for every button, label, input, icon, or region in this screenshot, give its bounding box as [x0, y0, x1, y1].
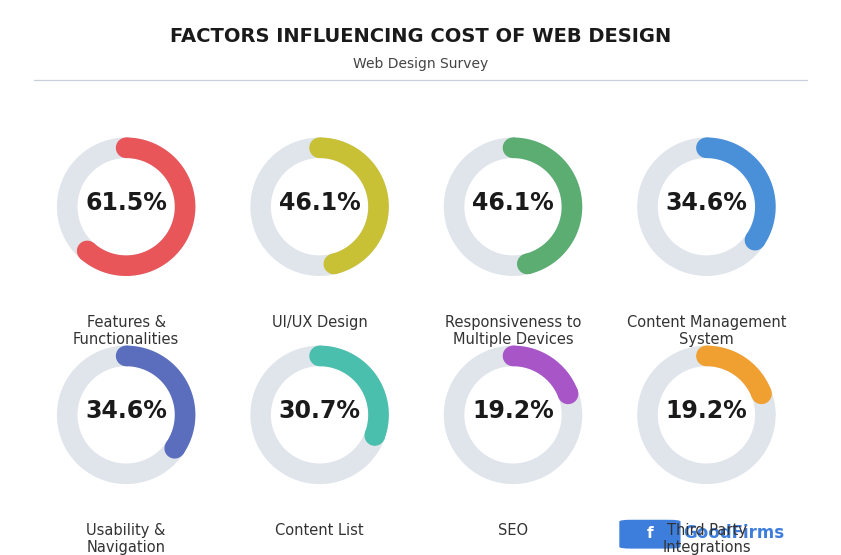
Text: GoodFirms: GoodFirms	[683, 524, 784, 542]
Text: Content List: Content List	[275, 523, 364, 538]
Polygon shape	[310, 346, 329, 366]
Polygon shape	[365, 426, 384, 445]
Text: 46.1%: 46.1%	[278, 191, 361, 215]
Polygon shape	[251, 138, 388, 275]
Polygon shape	[504, 346, 522, 366]
Polygon shape	[320, 346, 388, 439]
Text: 34.6%: 34.6%	[665, 191, 748, 215]
Text: 61.5%: 61.5%	[85, 191, 167, 215]
Text: SEO: SEO	[498, 523, 528, 538]
Polygon shape	[752, 384, 771, 403]
Polygon shape	[310, 138, 329, 158]
Polygon shape	[638, 138, 775, 275]
Text: 19.2%: 19.2%	[472, 400, 554, 423]
Polygon shape	[697, 346, 716, 366]
Polygon shape	[165, 438, 184, 458]
Polygon shape	[445, 138, 581, 275]
Polygon shape	[445, 346, 581, 483]
Polygon shape	[126, 346, 194, 454]
Text: 30.7%: 30.7%	[278, 400, 361, 423]
Polygon shape	[504, 138, 522, 158]
Polygon shape	[251, 346, 388, 483]
Polygon shape	[518, 254, 537, 274]
Text: Features &
Functionalities: Features & Functionalities	[73, 315, 179, 347]
Text: Third Party
Integrations: Third Party Integrations	[662, 523, 751, 555]
Polygon shape	[325, 254, 343, 274]
Polygon shape	[745, 230, 764, 250]
Polygon shape	[77, 241, 97, 260]
Text: Usability &
Navigation: Usability & Navigation	[87, 523, 166, 555]
Polygon shape	[558, 384, 578, 403]
Text: 46.1%: 46.1%	[472, 191, 554, 215]
Polygon shape	[320, 138, 388, 273]
Text: Responsiveness to
Multiple Devices: Responsiveness to Multiple Devices	[445, 315, 581, 347]
Polygon shape	[638, 346, 775, 483]
Polygon shape	[706, 138, 775, 246]
Text: FACTORS INFLUENCING COST OF WEB DESIGN: FACTORS INFLUENCING COST OF WEB DESIGN	[170, 27, 671, 46]
Polygon shape	[58, 138, 194, 275]
Polygon shape	[513, 346, 577, 397]
Text: 19.2%: 19.2%	[665, 400, 748, 423]
Text: Web Design Survey: Web Design Survey	[353, 57, 488, 71]
FancyBboxPatch shape	[619, 519, 680, 548]
Text: Content Management
System: Content Management System	[627, 315, 786, 347]
Polygon shape	[117, 346, 135, 366]
Text: f: f	[647, 526, 653, 541]
Polygon shape	[513, 138, 581, 273]
Polygon shape	[58, 346, 194, 483]
Text: UI/UX Design: UI/UX Design	[272, 315, 368, 330]
Polygon shape	[706, 346, 770, 397]
Text: 34.6%: 34.6%	[85, 400, 167, 423]
Polygon shape	[117, 138, 135, 158]
Polygon shape	[697, 138, 716, 158]
Polygon shape	[81, 138, 194, 275]
